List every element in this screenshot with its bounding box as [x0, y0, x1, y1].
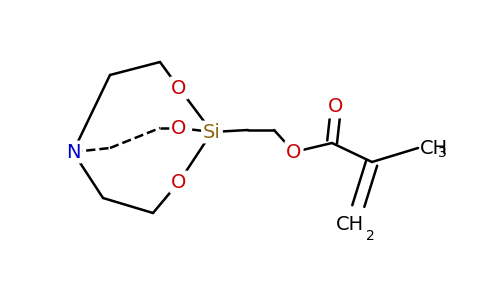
- Text: O: O: [328, 98, 344, 116]
- Text: O: O: [171, 172, 187, 191]
- Text: CH: CH: [420, 139, 448, 158]
- Text: O: O: [287, 142, 302, 161]
- Text: 2: 2: [365, 229, 375, 243]
- Text: N: N: [66, 142, 80, 161]
- Text: 3: 3: [438, 146, 447, 160]
- Text: CH: CH: [336, 215, 364, 234]
- Text: O: O: [171, 79, 187, 98]
- Text: Si: Si: [203, 122, 221, 142]
- Text: O: O: [171, 118, 187, 137]
